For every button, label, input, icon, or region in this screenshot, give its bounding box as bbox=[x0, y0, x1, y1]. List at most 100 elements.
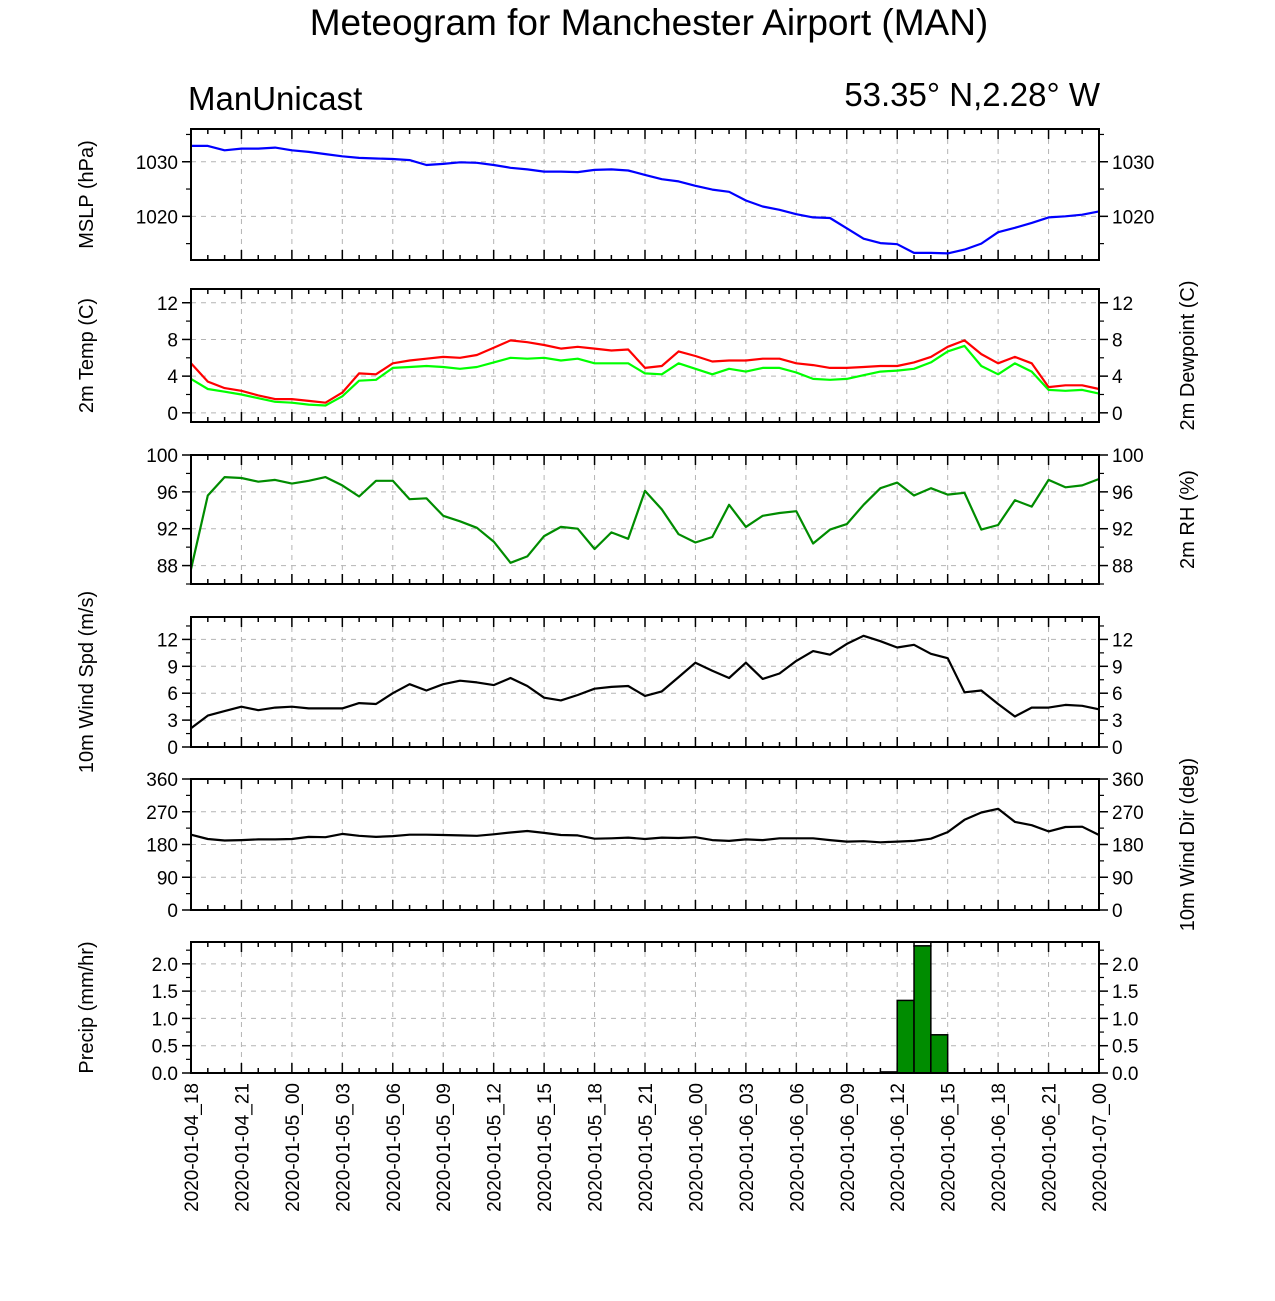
y-tick-label-left: 360 bbox=[146, 770, 178, 791]
series-line-1 bbox=[190, 339, 1100, 404]
chart-title: Meteogram for Manchester Airport (MAN) bbox=[309, 2, 989, 43]
y-tick-label-left: 96 bbox=[157, 483, 178, 504]
y-tick-label-left: 100 bbox=[146, 446, 178, 467]
time-axis-labels: 2020-01-04_18 2020-01-04_21 2020-01-05_00 2… bbox=[182, 1083, 1111, 1212]
y-tick-label-right: 2.0 bbox=[1112, 955, 1138, 976]
y-tick-label-right: 88 bbox=[1112, 557, 1133, 578]
y-tick-label-left: 4 bbox=[167, 367, 178, 388]
x-tick-label: 2020-01-05_15 bbox=[535, 1083, 556, 1212]
series-line-1 bbox=[190, 807, 1100, 844]
y-tick-label-left: 12 bbox=[157, 630, 178, 651]
y-tick-label-left: 2.0 bbox=[152, 955, 178, 976]
x-tick-label: 2020-01-04_18 bbox=[182, 1083, 203, 1212]
y-axis-title-right: 2m Dewpoint (C) bbox=[1177, 280, 1199, 430]
panel-4: 0 0 3 3 6 6 9 9 12 12 10m Wind Spd (m/s) bbox=[76, 591, 1133, 773]
panel-6: 0.0 0.0 0.5 0.5 1.0 1.0 1.5 1.5 2.0 2.0 Precip (mm… bbox=[76, 941, 1138, 1085]
y-tick-label-right: 3 bbox=[1112, 711, 1123, 732]
y-tick-label-left: 1.0 bbox=[152, 1009, 178, 1030]
precip-bar bbox=[896, 999, 915, 1074]
y-tick-label-left: 92 bbox=[157, 520, 178, 541]
y-tick-label-left: 8 bbox=[167, 330, 178, 351]
y-axis-title-right: 10m Wind Dir (deg) bbox=[1177, 758, 1199, 931]
y-axis-title-left: MSLP (hPa) bbox=[76, 140, 98, 249]
y-axis-title-right: 2m RH (%) bbox=[1177, 470, 1199, 569]
y-tick-label-right: 6 bbox=[1112, 684, 1123, 705]
x-tick-label: 2020-01-05_03 bbox=[333, 1083, 354, 1212]
x-tick-label: 2020-01-06_06 bbox=[787, 1083, 808, 1212]
y-tick-label-right: 0.0 bbox=[1112, 1064, 1138, 1085]
y-tick-label-left: 6 bbox=[167, 684, 178, 705]
y-axis-title-left: Precip (mm/hr) bbox=[76, 941, 98, 1073]
y-tick-label-left: 0 bbox=[167, 738, 178, 759]
x-tick-label: 2020-01-04_21 bbox=[232, 1083, 253, 1212]
y-tick-label-left: 270 bbox=[146, 803, 178, 824]
y-tick-label-left: 180 bbox=[146, 836, 178, 857]
precip-bar bbox=[913, 945, 932, 1074]
y-axis-title-left: 2m Temp (C) bbox=[76, 298, 98, 413]
y-tick-label-right: 1.0 bbox=[1112, 1009, 1138, 1030]
y-tick-label-right: 1030 bbox=[1112, 153, 1154, 174]
y-tick-label-left: 9 bbox=[167, 657, 178, 678]
x-tick-label: 2020-01-05_18 bbox=[586, 1083, 607, 1212]
x-tick-label: 2020-01-06_18 bbox=[989, 1083, 1010, 1212]
y-tick-label-right: 4 bbox=[1112, 367, 1123, 388]
series-line-1 bbox=[189, 476, 1100, 570]
panel-5: 0 0 90 90 180 180 270 270 360 360 10m Wind Dir (de… bbox=[146, 758, 1199, 931]
x-tick-label: 2020-01-06_15 bbox=[939, 1083, 960, 1212]
panel-3: 88 88 92 92 96 96 100 100 2m RH (%) bbox=[146, 446, 1199, 585]
y-tick-label-left: 12 bbox=[157, 294, 178, 315]
y-tick-label-right: 1.5 bbox=[1112, 982, 1138, 1003]
x-tick-label: 2020-01-05_09 bbox=[434, 1083, 455, 1212]
y-tick-label-right: 96 bbox=[1112, 483, 1133, 504]
y-tick-label-right: 0 bbox=[1112, 738, 1123, 759]
x-tick-label: 2020-01-05_12 bbox=[485, 1083, 506, 1212]
x-tick-label: 2020-01-05_06 bbox=[384, 1083, 405, 1212]
y-tick-label-right: 1020 bbox=[1112, 207, 1154, 228]
panel-frame bbox=[190, 616, 1100, 748]
x-tick-label: 2020-01-07_00 bbox=[1090, 1083, 1111, 1212]
x-tick-label: 2020-01-06_00 bbox=[686, 1083, 707, 1212]
y-tick-label-left: 88 bbox=[157, 557, 178, 578]
y-tick-label-right: 100 bbox=[1112, 446, 1144, 467]
y-tick-label-right: 0.5 bbox=[1112, 1037, 1138, 1058]
y-tick-label-left: 0 bbox=[167, 404, 178, 425]
y-tick-label-right: 12 bbox=[1112, 294, 1133, 315]
y-tick-label-right: 180 bbox=[1112, 836, 1144, 857]
y-tick-label-left: 0 bbox=[167, 901, 178, 922]
panel-2: 0 0 4 4 8 8 12 12 2m Temp (C) 2m Dewpoint (C) bbox=[76, 280, 1199, 430]
model-name: ManUnicast bbox=[188, 80, 363, 117]
y-tick-label-right: 8 bbox=[1112, 330, 1123, 351]
series-line-1 bbox=[191, 144, 1100, 255]
y-tick-label-left: 0.5 bbox=[152, 1037, 178, 1058]
x-tick-label: 2020-01-06_21 bbox=[1040, 1083, 1061, 1212]
y-tick-label-right: 360 bbox=[1112, 770, 1144, 791]
x-tick-label: 2020-01-05_00 bbox=[283, 1083, 304, 1212]
y-tick-label-left: 3 bbox=[167, 711, 178, 732]
x-tick-label: 2020-01-06_03 bbox=[737, 1083, 758, 1212]
panel-frame bbox=[190, 454, 1100, 585]
y-tick-label-right: 92 bbox=[1112, 520, 1133, 541]
panel-frame bbox=[190, 288, 1100, 423]
y-tick-label-right: 0 bbox=[1112, 404, 1123, 425]
precip-bar bbox=[930, 1034, 949, 1074]
panel-1: 1020 1020 1030 1030 MSLP (hPa) bbox=[76, 128, 1154, 261]
panel-frame bbox=[190, 128, 1100, 261]
y-tick-label-right: 270 bbox=[1112, 803, 1144, 824]
panel-frame bbox=[190, 778, 1100, 911]
series-line-2 bbox=[190, 344, 1100, 407]
y-axis-title-left: 10m Wind Spd (m/s) bbox=[76, 591, 98, 773]
x-tick-label: 2020-01-06_09 bbox=[838, 1083, 859, 1212]
series-line-1 bbox=[190, 634, 1100, 730]
x-tick-label: 2020-01-05_21 bbox=[636, 1083, 657, 1212]
y-tick-label-left: 1020 bbox=[136, 207, 178, 228]
y-tick-label-right: 0 bbox=[1112, 901, 1123, 922]
y-tick-label-right: 9 bbox=[1112, 657, 1123, 678]
y-tick-label-right: 12 bbox=[1112, 630, 1133, 651]
x-tick-label: 2020-01-06_12 bbox=[888, 1083, 909, 1212]
panel-frame bbox=[190, 941, 1100, 1074]
y-tick-label-right: 90 bbox=[1112, 868, 1133, 889]
y-tick-label-left: 1030 bbox=[136, 153, 178, 174]
y-tick-label-left: 1.5 bbox=[152, 982, 178, 1003]
